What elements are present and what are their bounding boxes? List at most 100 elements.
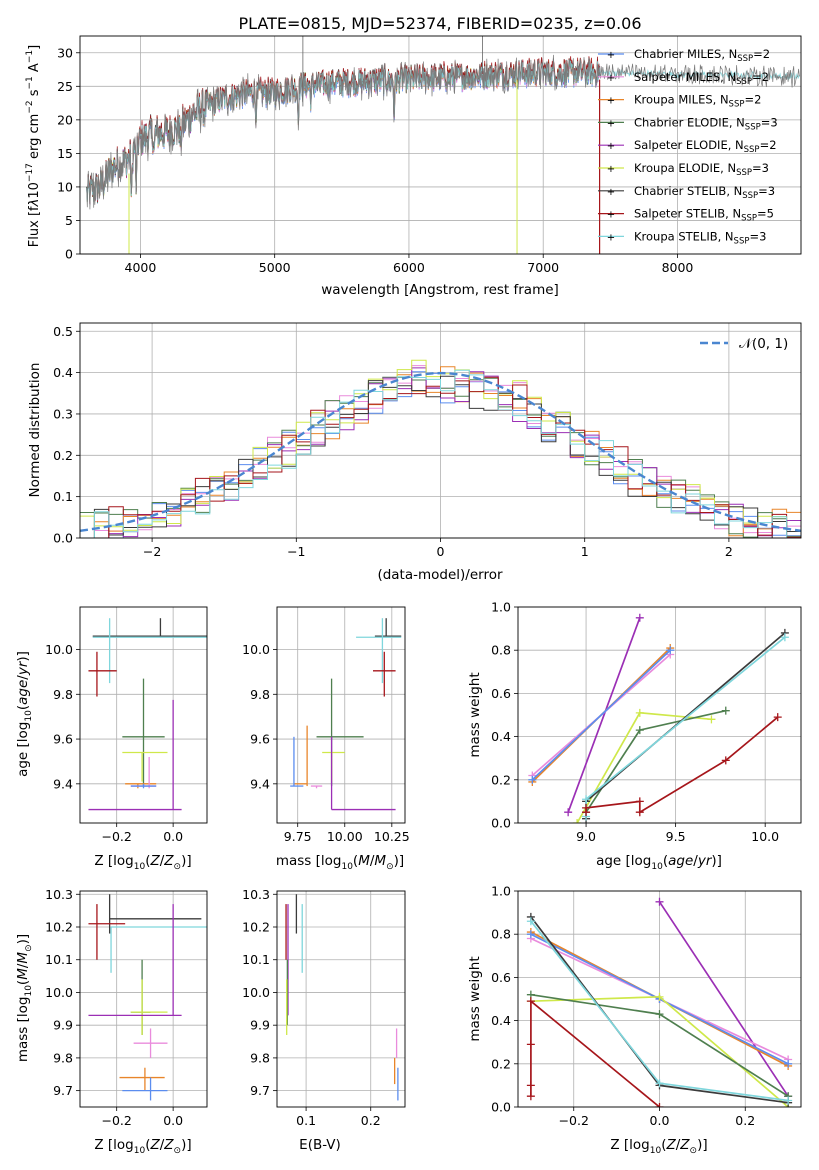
- mass-Z-ytick-label: 10.1: [45, 952, 73, 967]
- weight-Z-xtick-label: −0.2: [559, 1113, 589, 1128]
- mass-Z-xlabel: Z [log10(Z/Z⊙)]: [94, 1137, 191, 1156]
- legend-marker: +: [607, 96, 615, 107]
- age-mass-ytick-label: 9.6: [250, 732, 270, 747]
- residual-xtick-label: −2: [143, 544, 161, 559]
- age-mass-ytick-label: 9.4: [250, 776, 270, 791]
- age-Z-frame: [79, 606, 208, 824]
- mass-Z-ytick-label: 9.7: [53, 1083, 73, 1098]
- legend-marker: +: [607, 210, 615, 221]
- weight-age-xtick-label: 10.0: [751, 829, 779, 844]
- weight-Z-ytick-label: 0.0: [491, 1100, 511, 1115]
- weight-Z-point: [655, 897, 664, 906]
- weight-Z-point: [655, 1010, 664, 1019]
- weight-Z-point: [526, 1092, 535, 1101]
- mass-Z-ytick-label: 10.2: [45, 920, 73, 935]
- weight-age-xtick-label: 9.0: [576, 829, 596, 844]
- residual-ytick-label: 0.0: [53, 531, 73, 546]
- weight-age-point: [635, 613, 644, 622]
- mass-Z-ytick-label: 10.0: [45, 985, 73, 1000]
- weight-Z-point: [655, 1079, 664, 1088]
- age-Z-xtick-label: −0.2: [102, 829, 132, 844]
- residual-xtick-label: 0: [437, 544, 445, 559]
- weight-age-point: [582, 795, 591, 804]
- legend-marker: +: [607, 187, 615, 198]
- weight-vs-age-panel: 9.0 9.5 10.0 0.0 0.2 0.4 0.6 0.8 1.0 age [log10(…: [467, 600, 802, 872]
- mass-vs-ebv-panel: 0.1 0.2 9.7 9.8 9.9 10.0 10.1 10.2 10.3 E(B-V): [242, 887, 406, 1153]
- mass-ebv-frame: [276, 890, 406, 1108]
- age-mass-xtick-label: 10.25: [374, 829, 410, 844]
- age-mass-xtick-label: 10.00: [327, 829, 363, 844]
- weight-age-xtick-label: 9.5: [666, 829, 686, 844]
- residual-panel: 𝒩(0, 1) −2 −1 0 1 2 0.0 0.1 0.2 0.3 0.4 0.5 (data-m…: [27, 322, 802, 583]
- weight-Z-point: [655, 1103, 664, 1107]
- residual-legend: 𝒩(0, 1): [700, 336, 788, 352]
- age-Z-xtick-label: 0.0: [163, 829, 183, 844]
- legend-entry: Kroupa ELODIE, NSSP=3: [634, 161, 769, 178]
- weight-age-point: [721, 756, 730, 765]
- weight-age-frame: [517, 606, 802, 824]
- spectrum-ytick-label: 15: [57, 146, 73, 161]
- weight-Z-point: [526, 997, 535, 1006]
- legend-marker: +: [607, 73, 615, 84]
- gaussian-legend-label: 𝒩(0, 1): [739, 336, 788, 352]
- weight-age-xlabel: age [log10(age/yr)]: [596, 853, 722, 872]
- age-Z-ytick-label: 9.8: [53, 687, 73, 702]
- age-vs-mass-panel: 9.75 10.00 10.25 9.4 9.6 9.8 10.0 mass [log10(…: [242, 606, 410, 872]
- weight-Z-series-line: [658, 901, 789, 1097]
- weight-age-point: [773, 713, 782, 722]
- weight-age-series-line: [585, 636, 786, 817]
- weight-Z-xtick-label: 0.0: [650, 1113, 670, 1128]
- legend-marker: +: [607, 141, 615, 152]
- legend-entry: Salpeter STELIB, NSSP=5: [634, 207, 774, 224]
- residual-xtick-label: 1: [581, 544, 589, 559]
- weight-age-series-line: [585, 716, 779, 814]
- residual-ytick-label: 0.1: [53, 489, 73, 504]
- residual-xlabel: (data-model)/error: [377, 567, 503, 583]
- weight-age-ytick-label: 1.0: [491, 600, 511, 615]
- weight-Z-series-line: [530, 999, 661, 1107]
- weight-age-ytick-label: 0.0: [491, 816, 511, 831]
- mass-ebv-ytick-label: 10.2: [242, 920, 270, 935]
- weight-age-series-line: [531, 649, 671, 781]
- spectrum-xtick-label: 8000: [662, 260, 694, 275]
- weight-age-point: [635, 797, 644, 806]
- weight-age-point: [564, 808, 573, 817]
- weight-age-point: [721, 706, 730, 715]
- spectrum-panel: + Chabrier MILES, NSSP=2 + Salpeter MILES, …: [25, 35, 802, 298]
- spectrum-xtick-label: 5000: [259, 260, 291, 275]
- weight-Z-point: [526, 917, 535, 926]
- weight-age-series-line: [585, 709, 726, 813]
- weight-Z-point: [526, 1081, 535, 1090]
- mass-Z-ytick-label: 9.9: [53, 1018, 73, 1033]
- gaussian-reference-line: [80, 371, 801, 532]
- spectrum-ytick-label: 5: [65, 213, 73, 228]
- weight-Z-point: [655, 992, 664, 1001]
- age-Z-ylabel: age [log10(age/yr)]: [15, 651, 34, 777]
- legend-marker: +: [607, 232, 615, 243]
- weight-Z-point: [526, 930, 535, 939]
- residual-ytick-label: 0.4: [53, 365, 73, 380]
- spectrum-ytick-label: 10: [57, 179, 73, 194]
- figure-title: PLATE=0815, MJD=52374, FIBERID=0235, z=0…: [238, 14, 641, 33]
- mass-Z-ytick-label: 10.3: [45, 887, 73, 902]
- residual-ytick-label: 0.5: [53, 324, 73, 339]
- weight-Z-point: [784, 1096, 793, 1105]
- spectrum-xtick-label: 7000: [527, 260, 559, 275]
- age-Z-ytick-label: 9.6: [53, 732, 73, 747]
- weight-vs-Z-panel: −0.2 0.0 0.2 0.0 0.2 0.4 0.6 0.8 1.0 Z [log10(Z/…: [467, 884, 802, 1156]
- legend-marker: +: [607, 50, 615, 61]
- weight-age-ytick-label: 0.2: [491, 772, 511, 787]
- residual-xtick-label: 2: [725, 544, 733, 559]
- weight-Z-point: [784, 1059, 793, 1068]
- residual-ylabel: Normed distribution: [27, 363, 43, 498]
- age-mass-xlabel: mass [log10(M/M⊙)]: [276, 853, 404, 872]
- weight-age-ytick-label: 0.8: [491, 643, 511, 658]
- age-vs-Z-panel: −0.2 0.0 9.4 9.6 9.8 10.0 Z [log10(Z/Z⊙)] age…: [15, 606, 208, 872]
- weight-age-point: [635, 708, 644, 717]
- weight-age-series-line: [567, 617, 641, 813]
- weight-Z-ytick-label: 0.8: [491, 927, 511, 942]
- mass-ebv-ytick-label: 9.8: [250, 1050, 270, 1065]
- mass-ebv-ytick-label: 10.1: [242, 952, 270, 967]
- weight-age-point: [582, 803, 591, 812]
